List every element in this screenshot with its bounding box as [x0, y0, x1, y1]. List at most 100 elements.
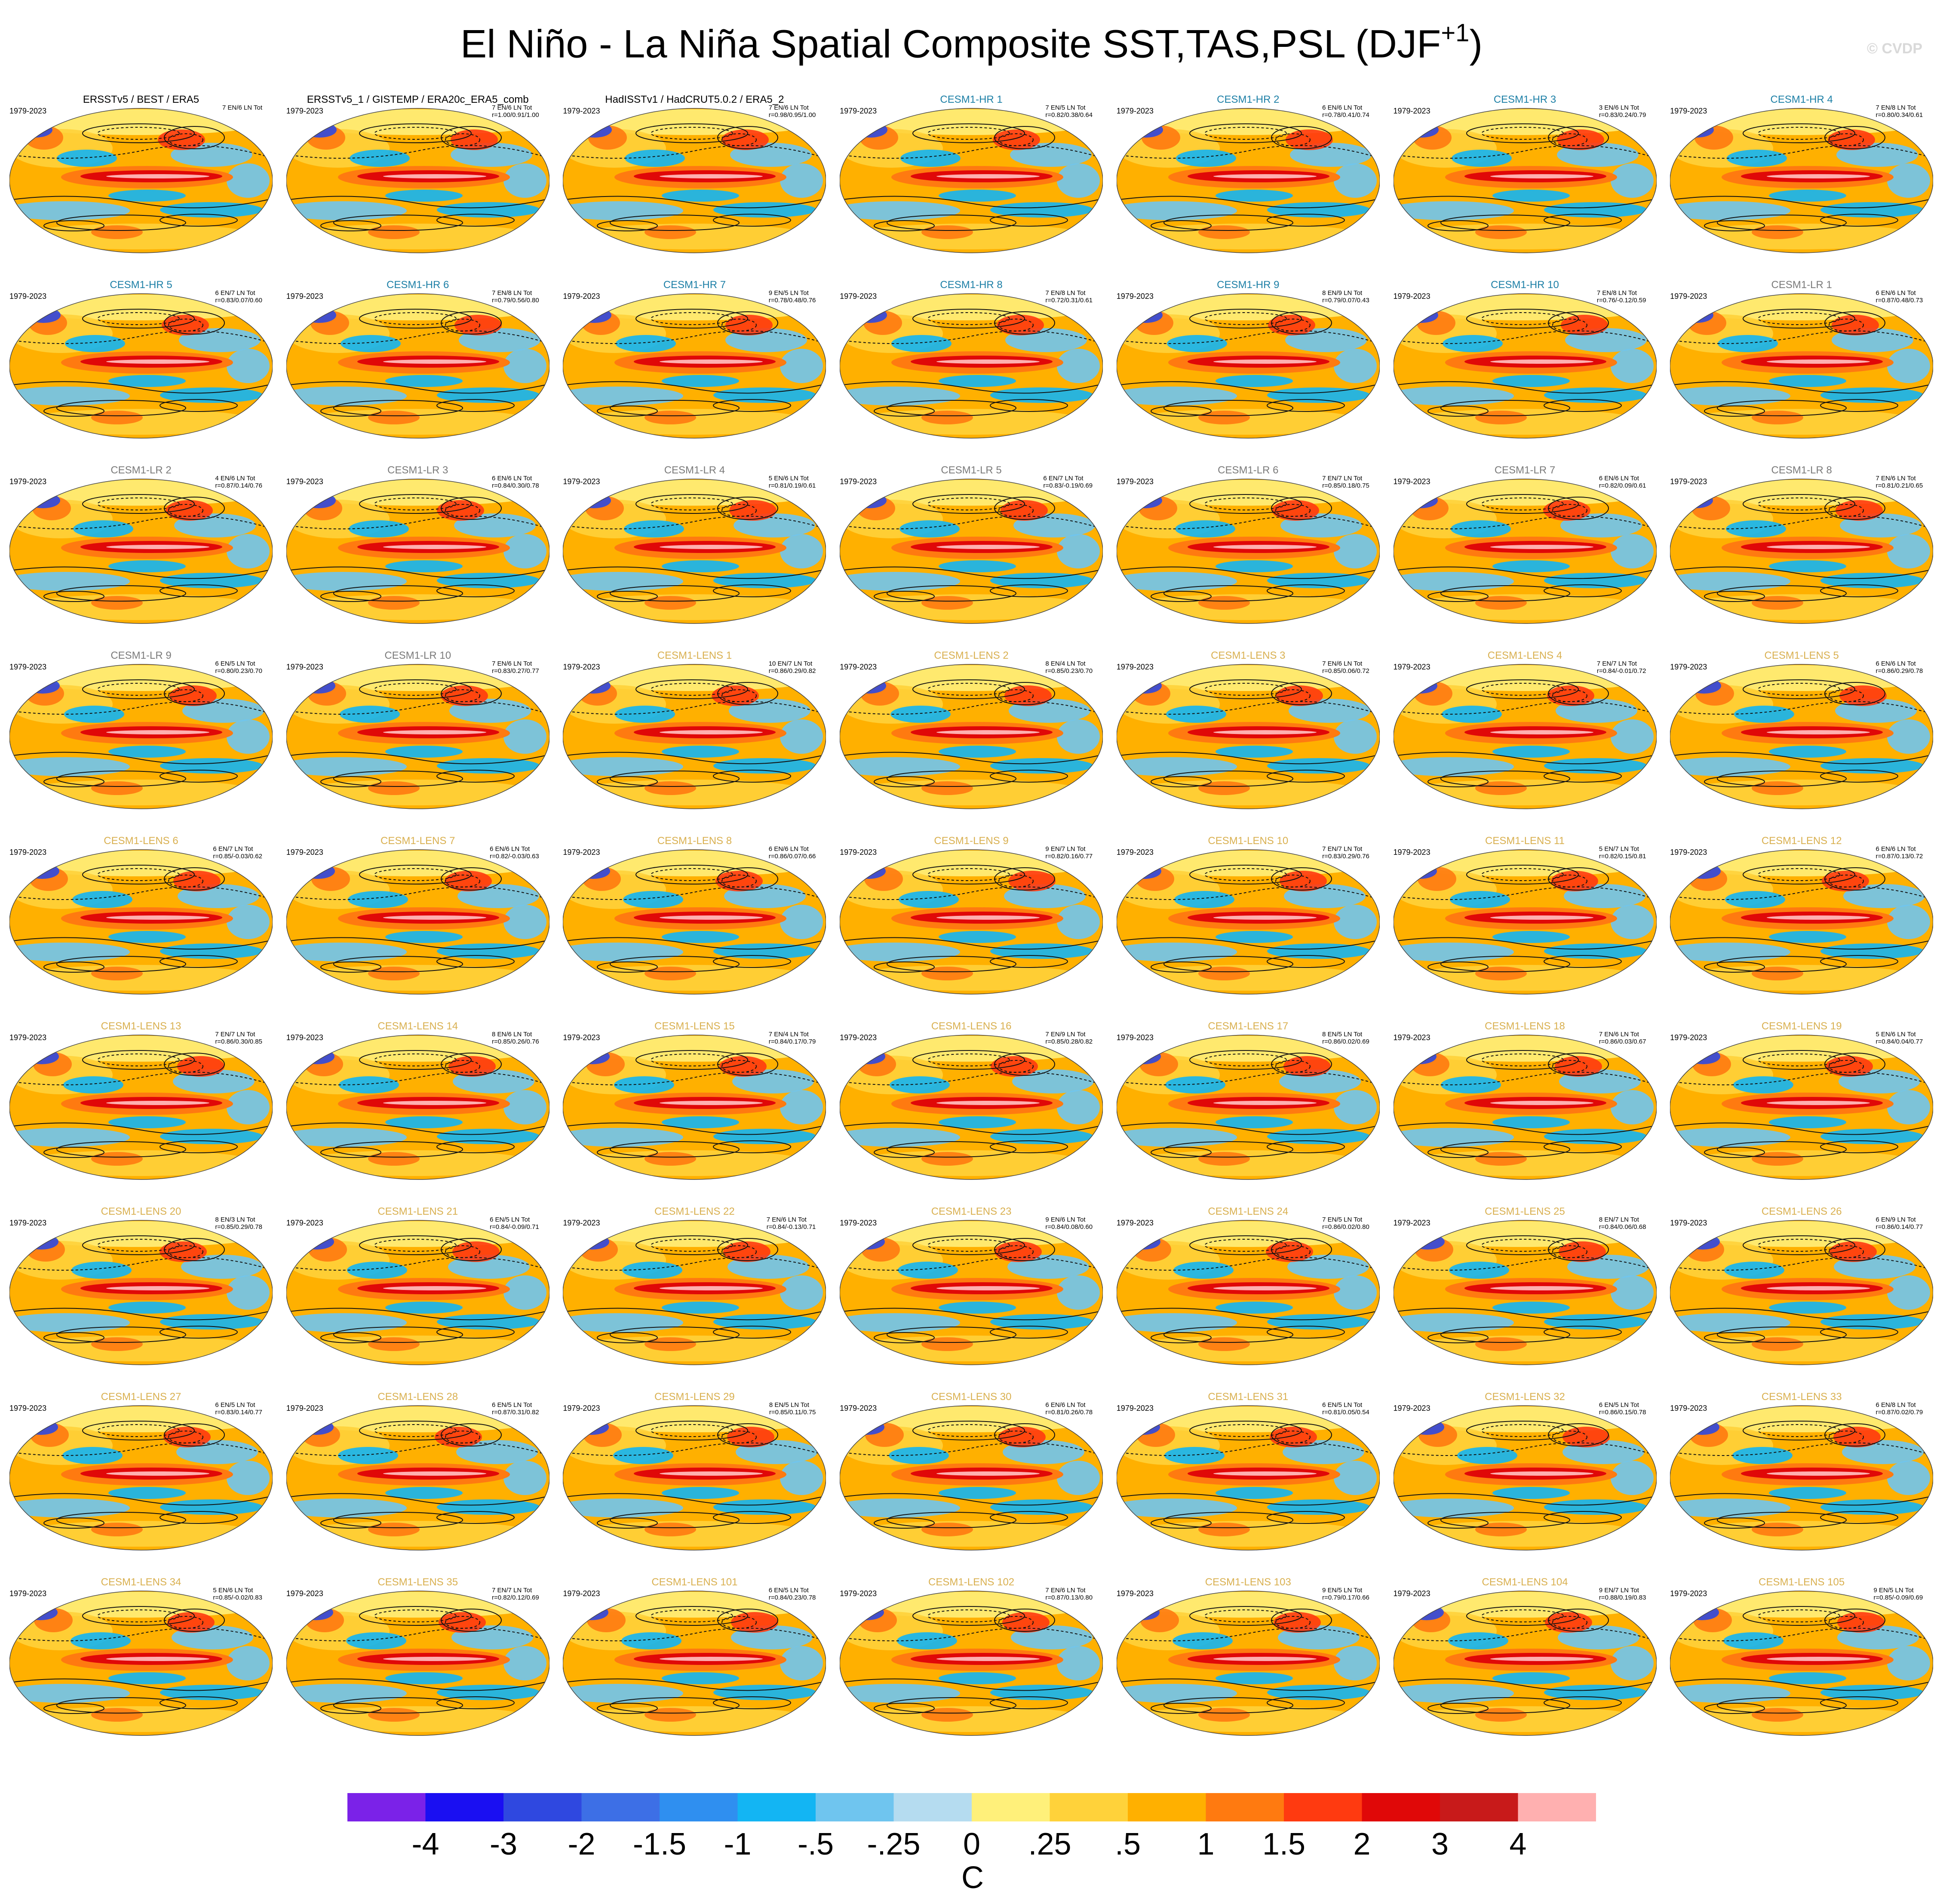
panel-event-counts: 9 EN/7 LN Tot r=0.88/0.19/0.83 [1599, 1587, 1646, 1601]
panel-event-counts: 6 EN/7 LN Tot r=0.83/0.07/0.60 [215, 289, 262, 304]
pattern-correlation-text: r=0.85/0.23/0.70 [1045, 667, 1093, 675]
map-panel: CESM1-LENS 20 1979-2023 8 EN/3 LN Tot r=0.8… [3, 1198, 279, 1381]
robinson-map [563, 849, 826, 995]
event-count-text: 7 EN/6 LN Tot [492, 104, 532, 111]
robinson-map [563, 108, 826, 253]
panel-title: CESM1-LENS 105 [1759, 1576, 1845, 1588]
robinson-map [9, 1405, 273, 1551]
map-panel: CESM1-LR 10 1979-2023 7 EN/6 LN Tot r=0.83/… [280, 642, 556, 825]
panel-event-counts: 6 EN/5 LN Tot r=0.86/0.15/0.78 [1599, 1401, 1646, 1416]
colorbar-tick-label: -4 [411, 1827, 439, 1861]
panel-event-counts: 6 EN/5 LN Tot r=0.84/0.23/0.78 [769, 1587, 816, 1601]
panel-event-counts: 5 EN/7 LN Tot r=0.82/0.15/0.81 [1599, 845, 1646, 860]
panel-event-counts: 10 EN/7 LN Tot r=0.86/0.29/0.82 [769, 660, 816, 675]
map-panel: CESM1-LENS 31 1979-2023 6 EN/5 LN Tot r=0.8… [1111, 1383, 1386, 1566]
colorbar-tick-label: -1.5 [632, 1827, 687, 1861]
panel-title: CESM1-HR 3 [1493, 94, 1556, 105]
panel-period: 1979-2023 [1670, 1589, 1707, 1598]
robinson-map [1393, 479, 1657, 624]
panel-title: HadISSTv1 / HadCRUT5.0.2 / ERA5_2 [605, 94, 784, 105]
map-panel: CESM1-HR 7 1979-2023 9 EN/5 LN Tot r=0.78/0… [557, 271, 832, 454]
panel-title: CESM1-LENS 22 [654, 1206, 735, 1217]
panel-title: CESM1-LENS 34 [101, 1576, 181, 1588]
pattern-correlation-text: r=0.86/0.02/0.69 [1322, 1038, 1369, 1045]
robinson-map [286, 849, 549, 995]
event-count-text: 7 EN/7 LN Tot [1322, 845, 1363, 853]
event-count-text: 7 EN/6 LN Tot [1045, 1587, 1086, 1594]
colorbar-segment [1050, 1793, 1128, 1821]
event-count-text: 6 EN/6 LN Tot [492, 475, 532, 482]
pattern-correlation-text: r=0.79/0.56/0.80 [492, 297, 539, 304]
robinson-map [1393, 1591, 1657, 1736]
map-panel: CESM1-HR 10 1979-2023 7 EN/8 LN Tot r=0.76/… [1387, 271, 1663, 454]
pattern-correlation-text: r=0.88/0.19/0.83 [1599, 1594, 1646, 1601]
map-panel: CESM1-HR 5 1979-2023 6 EN/7 LN Tot r=0.83/0… [3, 271, 279, 454]
robinson-map [840, 479, 1103, 624]
robinson-map [1116, 293, 1380, 439]
map-panel: CESM1-LENS 29 1979-2023 8 EN/5 LN Tot r=0.8… [557, 1383, 832, 1566]
map-panel: CESM1-LENS 27 1979-2023 6 EN/5 LN Tot r=0.8… [3, 1383, 279, 1566]
panel-event-counts: 7 EN/8 LN Tot r=0.80/0.34/0.61 [1876, 104, 1923, 119]
event-count-text: 7 EN/6 LN Tot [768, 104, 809, 111]
event-count-text: 6 EN/6 LN Tot [1875, 845, 1916, 853]
panel-period: 1979-2023 [1670, 292, 1707, 301]
panel-period: 1979-2023 [1670, 1404, 1707, 1413]
panel-title: CESM1-LENS 9 [934, 835, 1009, 847]
map-panel: CESM1-HR 1 1979-2023 7 EN/5 LN Tot r=0.82/0… [834, 86, 1109, 269]
panel-event-counts: 7 EN/6 LN Tot r=0.84/-0.13/0.71 [767, 1216, 816, 1231]
robinson-map [1670, 849, 1934, 995]
event-count-text: 6 EN/9 LN Tot [1875, 1216, 1916, 1223]
title-superscript: +1 [1441, 19, 1470, 47]
panel-period: 1979-2023 [286, 1033, 323, 1042]
panel-title: CESM1-LR 6 [1218, 464, 1279, 476]
panel-event-counts: 5 EN/6 LN Tot r=0.81/0.19/0.61 [769, 475, 816, 489]
robinson-map [1116, 108, 1380, 253]
panel-event-counts: 8 EN/9 LN Tot r=0.79/0.07/0.43 [1322, 289, 1369, 304]
map-panel: CESM1-LR 1 1979-2023 6 EN/6 LN Tot r=0.87/0… [1664, 271, 1939, 454]
panel-title: CESM1-LENS 11 [1485, 835, 1565, 847]
panel-period: 1979-2023 [286, 1589, 323, 1598]
panel-title: CESM1-LENS 4 [1487, 650, 1562, 661]
robinson-map [9, 1035, 273, 1180]
pattern-correlation-text: r=0.86/0.02/0.80 [1322, 1223, 1369, 1231]
event-count-text: 6 EN/5 LN Tot [492, 1401, 532, 1409]
panel-event-counts: 7 EN/6 LN Tot r=0.85/0.06/0.72 [1322, 660, 1369, 675]
map-panel: CESM1-LENS 23 1979-2023 9 EN/6 LN Tot r=0.8… [834, 1198, 1109, 1381]
panel-event-counts: 6 EN/6 LN Tot r=0.82/-0.03/0.63 [490, 845, 539, 860]
event-count-text: 5 EN/6 LN Tot [1875, 1031, 1916, 1038]
panel-title: CESM1-LENS 16 [931, 1020, 1012, 1032]
colorbar-tick-label: .25 [1028, 1827, 1071, 1861]
pattern-correlation-text: r=0.81/0.26/0.78 [1045, 1409, 1093, 1416]
map-panel: CESM1-HR 3 1979-2023 3 EN/6 LN Tot r=0.83/0… [1387, 86, 1663, 269]
pattern-correlation-text: r=0.84/0.04/0.77 [1875, 1038, 1923, 1045]
panel-title: CESM1-LENS 31 [1208, 1391, 1289, 1403]
pattern-correlation-text: r=0.78/0.41/0.74 [1322, 111, 1369, 119]
panel-event-counts: 7 EN/5 LN Tot r=0.86/0.02/0.80 [1322, 1216, 1369, 1231]
map-panel: CESM1-LENS 28 1979-2023 6 EN/5 LN Tot r=0.8… [280, 1383, 556, 1566]
map-panel: CESM1-LENS 2 1979-2023 8 EN/4 LN Tot r=0.85… [834, 642, 1109, 825]
panel-period: 1979-2023 [1393, 848, 1430, 857]
robinson-map [1670, 479, 1934, 624]
colorbar-tick-label: -.5 [797, 1827, 834, 1861]
panel-title: CESM1-HR 2 [1217, 94, 1280, 105]
pattern-correlation-text: r=1.00/0.91/1.00 [492, 111, 539, 119]
panel-event-counts: 9 EN/5 LN Tot r=0.79/0.17/0.66 [1322, 1587, 1369, 1601]
robinson-map [1116, 1035, 1380, 1180]
map-panel: CESM1-LENS 11 1979-2023 5 EN/7 LN Tot r=0.8… [1387, 827, 1663, 1010]
event-count-text: 9 EN/5 LN Tot [1873, 1587, 1914, 1594]
panel-event-counts: 6 EN/5 LN Tot r=0.81/0.05/0.54 [1322, 1401, 1369, 1416]
pattern-correlation-text: r=0.87/0.02/0.79 [1875, 1409, 1923, 1416]
pattern-correlation-text: r=0.86/0.29/0.78 [1875, 667, 1923, 675]
panel-event-counts: 5 EN/6 LN Tot r=0.84/0.04/0.77 [1876, 1031, 1923, 1045]
panel-title: CESM1-LENS 3 [1211, 650, 1286, 661]
event-count-text: 7 EN/8 LN Tot [1875, 104, 1916, 111]
colorbar-tick-label: 0 [963, 1827, 981, 1861]
panel-title: CESM1-LENS 17 [1208, 1020, 1289, 1032]
pattern-correlation-text: r=0.85/-0.02/0.83 [213, 1594, 262, 1601]
panel-grid: ERSSTv5 / BEST / ERA5 1979-2023 7 EN/6 LN … [0, 86, 1943, 1763]
panel-event-counts: 7 EN/6 LN Tot r=1.00/0.91/1.00 [492, 104, 539, 119]
map-panel: CESM1-HR 2 1979-2023 6 EN/6 LN Tot r=0.78/0… [1111, 86, 1386, 269]
colorbar-tick-label: 4 [1509, 1827, 1527, 1861]
robinson-map [286, 1035, 549, 1180]
panel-period: 1979-2023 [840, 1219, 877, 1227]
